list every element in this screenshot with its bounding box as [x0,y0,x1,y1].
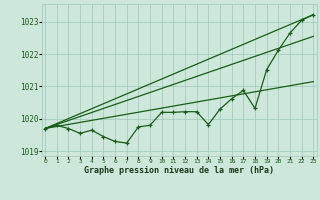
X-axis label: Graphe pression niveau de la mer (hPa): Graphe pression niveau de la mer (hPa) [84,166,274,175]
